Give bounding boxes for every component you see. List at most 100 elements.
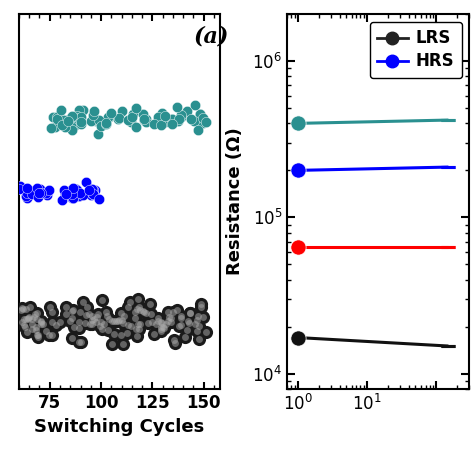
Point (135, 295, 142, 303)
Point (39, 320, 47, 328)
Point (151, 120, 158, 128)
Point (28, 316, 36, 323)
Point (199, 119, 206, 127)
Point (71, 323, 78, 331)
Point (19, 305, 27, 312)
Point (87, 117, 94, 125)
Point (68, 112, 76, 119)
Point (108, 340, 116, 348)
Point (184, 317, 192, 325)
Point (132, 123, 139, 131)
Point (102, 120, 110, 128)
Point (113, 317, 120, 324)
Point (52, 321, 60, 329)
Point (36, 185, 44, 192)
Point (181, 333, 189, 341)
Point (158, 323, 165, 330)
Point (131, 309, 138, 316)
Point (161, 113, 169, 120)
Point (294, 166, 302, 174)
Point (202, 328, 210, 336)
Point (80, 107, 87, 114)
Point (49, 331, 56, 338)
Point (85, 310, 93, 318)
Point (118, 316, 126, 324)
Point (62, 190, 69, 198)
Point (73, 186, 81, 194)
Point (89, 111, 96, 118)
Legend: LRS, HRS: LRS, HRS (370, 22, 462, 78)
Point (34, 184, 41, 191)
Point (148, 319, 155, 326)
Point (127, 118, 135, 126)
Point (294, 243, 302, 250)
Point (37, 320, 45, 328)
Point (22, 305, 30, 312)
Point (33, 331, 40, 339)
Point (22, 316, 29, 323)
Point (61, 190, 68, 197)
Point (89, 186, 96, 193)
Point (124, 321, 132, 329)
Point (169, 308, 177, 316)
Point (167, 314, 174, 321)
Point (168, 120, 175, 128)
Point (155, 314, 162, 322)
Point (52, 321, 60, 329)
Point (165, 313, 173, 320)
Point (127, 322, 134, 329)
Point (60, 186, 68, 194)
Point (197, 300, 205, 308)
Point (146, 301, 154, 308)
Point (158, 121, 165, 129)
Point (17, 306, 25, 314)
Point (89, 313, 96, 320)
Point (85, 310, 93, 318)
Point (199, 114, 207, 121)
Point (177, 314, 184, 322)
Y-axis label: Resistance (Ω): Resistance (Ω) (226, 128, 244, 275)
Point (183, 326, 191, 334)
Point (22, 305, 30, 312)
Point (43, 191, 51, 198)
Point (150, 330, 158, 338)
Point (195, 323, 202, 330)
Point (186, 309, 194, 317)
Point (68, 307, 76, 315)
Point (97, 122, 105, 129)
Point (142, 118, 150, 126)
Point (80, 298, 87, 306)
Point (24, 315, 31, 322)
Point (34, 334, 42, 341)
Point (76, 308, 84, 316)
Point (91, 108, 98, 115)
Point (46, 303, 54, 310)
Point (120, 312, 128, 320)
Point (158, 109, 165, 117)
Point (136, 325, 143, 333)
Point (89, 316, 96, 323)
Point (76, 319, 83, 326)
Point (67, 191, 75, 199)
Point (110, 317, 118, 325)
Point (20, 315, 28, 323)
Point (140, 115, 148, 122)
Point (164, 309, 172, 316)
Point (168, 318, 175, 326)
Point (62, 124, 69, 131)
Point (294, 119, 302, 127)
Point (42, 189, 49, 196)
Point (187, 116, 195, 123)
Point (34, 334, 42, 341)
Point (173, 103, 181, 110)
Point (162, 320, 169, 328)
Point (146, 301, 154, 308)
Point (124, 303, 131, 310)
Point (137, 307, 144, 314)
Point (162, 118, 169, 126)
Point (85, 186, 92, 194)
Point (157, 327, 165, 334)
Point (82, 319, 89, 327)
Point (197, 303, 204, 311)
Point (96, 322, 104, 329)
